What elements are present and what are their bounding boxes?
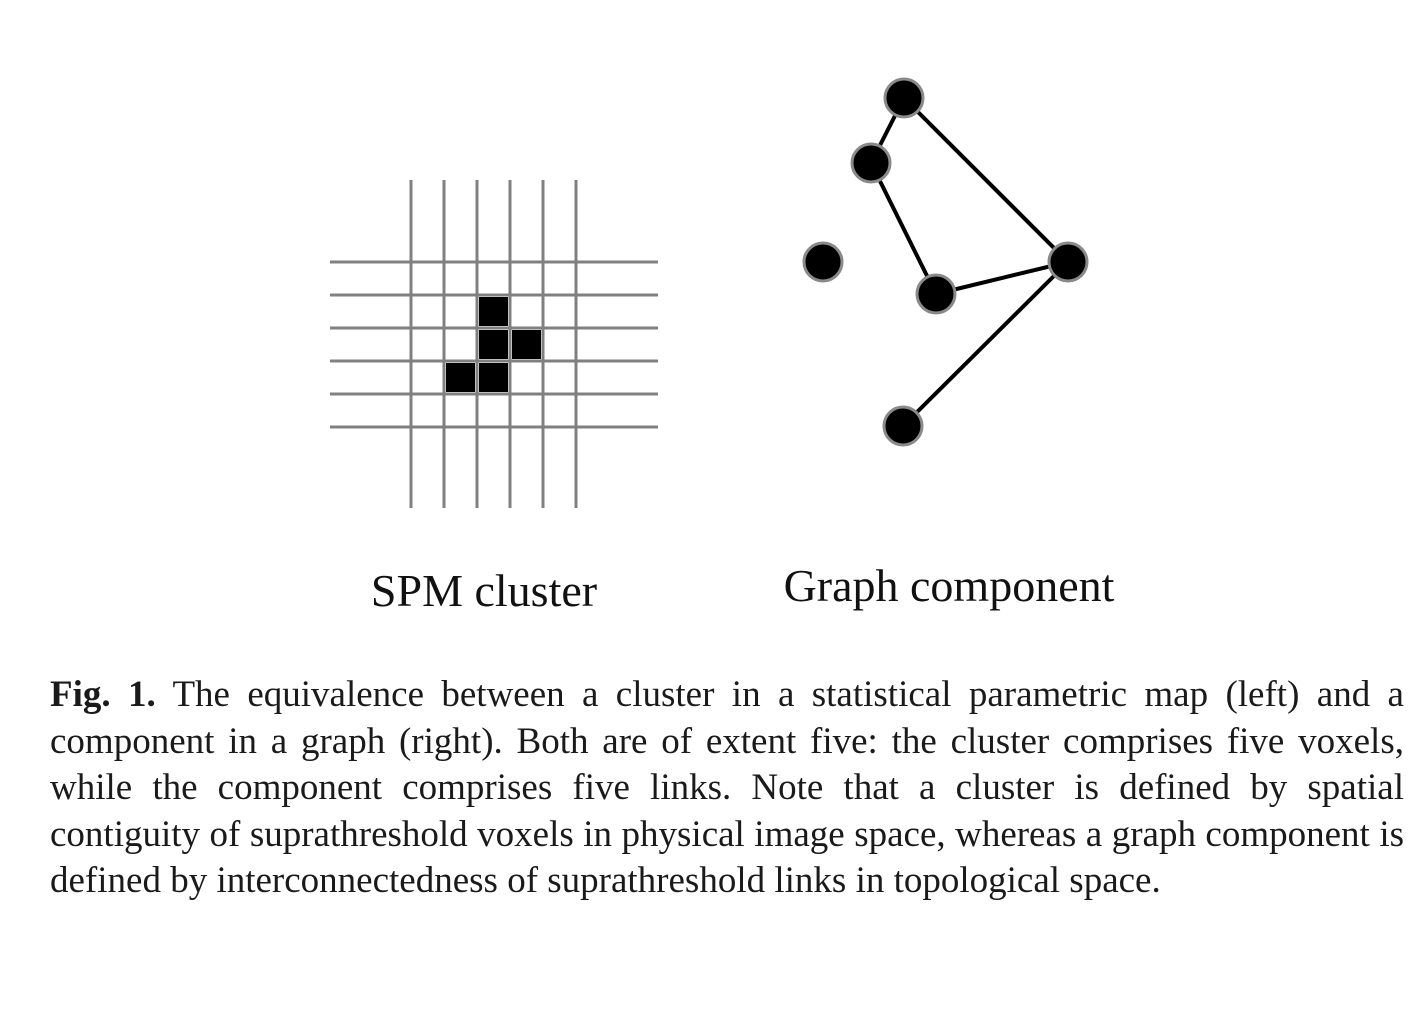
graph-component-panel: Graph component: [784, 77, 1115, 611]
graph-component-label: Graph component: [784, 560, 1115, 611]
voxel: [446, 363, 475, 392]
figure-caption: Fig. 1. The equivalence between a cluste…: [50, 672, 1404, 905]
spm-cluster-label: SPM cluster: [371, 565, 597, 616]
voxel: [479, 297, 508, 326]
graph-node: [883, 77, 925, 119]
figure-number-label: Fig. 1.: [50, 674, 156, 715]
figure: SPM cluster Graph component: [330, 77, 1115, 616]
graph-node: [802, 241, 844, 283]
spm-cluster-panel: SPM cluster: [330, 180, 658, 616]
graph-node: [1047, 241, 1089, 283]
voxel: [512, 330, 541, 359]
graph-edge: [902, 96, 1070, 264]
graph-edge: [869, 162, 938, 295]
voxel: [479, 330, 508, 359]
graph-edges: [869, 96, 1070, 428]
graph-node: [850, 142, 892, 184]
graph-node: [882, 405, 924, 447]
voxel-grid: [330, 180, 658, 508]
caption-text: The equivalence between a cluster in a s…: [50, 674, 1404, 901]
suprathreshold-voxels: [446, 297, 541, 392]
graph-node: [915, 273, 957, 315]
graph-edge: [935, 260, 1069, 296]
graph-nodes: [802, 77, 1089, 447]
graph-edge: [901, 260, 1070, 428]
voxel: [479, 363, 508, 392]
